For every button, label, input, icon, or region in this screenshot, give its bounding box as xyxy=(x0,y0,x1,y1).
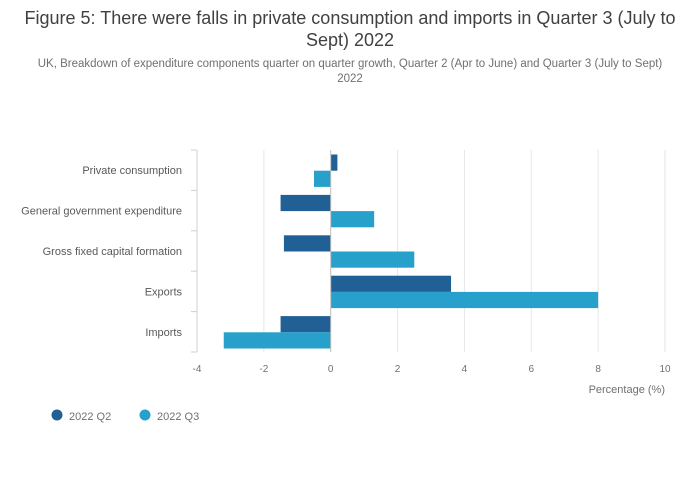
category-label: Gross fixed capital formation xyxy=(43,246,182,258)
category-label: Private consumption xyxy=(82,165,182,177)
x-tick-label: 4 xyxy=(462,364,468,375)
bar xyxy=(330,154,338,171)
legend-marker xyxy=(51,409,63,421)
x-tick-label: 6 xyxy=(529,364,535,375)
x-tick-label: 10 xyxy=(659,364,671,375)
x-tick-label: -4 xyxy=(193,364,202,375)
legend-marker xyxy=(139,409,151,421)
x-tick-label: -2 xyxy=(259,364,268,375)
category-label: Exports xyxy=(145,286,183,298)
x-tick-label: 0 xyxy=(328,364,334,375)
bar xyxy=(330,275,452,292)
bar xyxy=(280,316,331,333)
bar xyxy=(223,332,331,349)
legend-label: 2022 Q3 xyxy=(157,411,199,423)
bars xyxy=(223,154,599,349)
x-tick-label: 2 xyxy=(395,364,401,375)
bar xyxy=(283,235,331,252)
bar xyxy=(314,170,331,187)
bar xyxy=(330,291,599,309)
chart-subtitle: UK, Breakdown of expenditure components … xyxy=(37,58,663,85)
gridlines xyxy=(196,150,666,352)
category-label: General government expenditure xyxy=(21,206,182,218)
legend: 2022 Q2 2022 Q3 xyxy=(51,409,199,423)
chart-title: Figure 5: There were falls in private co… xyxy=(24,8,676,50)
category-label: Imports xyxy=(145,327,182,339)
axes xyxy=(191,149,332,353)
x-axis-label: Percentage (%) xyxy=(589,384,665,396)
legend-label: 2022 Q2 xyxy=(69,411,111,423)
x-tick-label: 8 xyxy=(595,364,601,375)
bar xyxy=(330,251,415,268)
labels: Private consumption General government ex… xyxy=(21,165,671,396)
bar xyxy=(330,211,375,228)
bar xyxy=(280,194,331,212)
